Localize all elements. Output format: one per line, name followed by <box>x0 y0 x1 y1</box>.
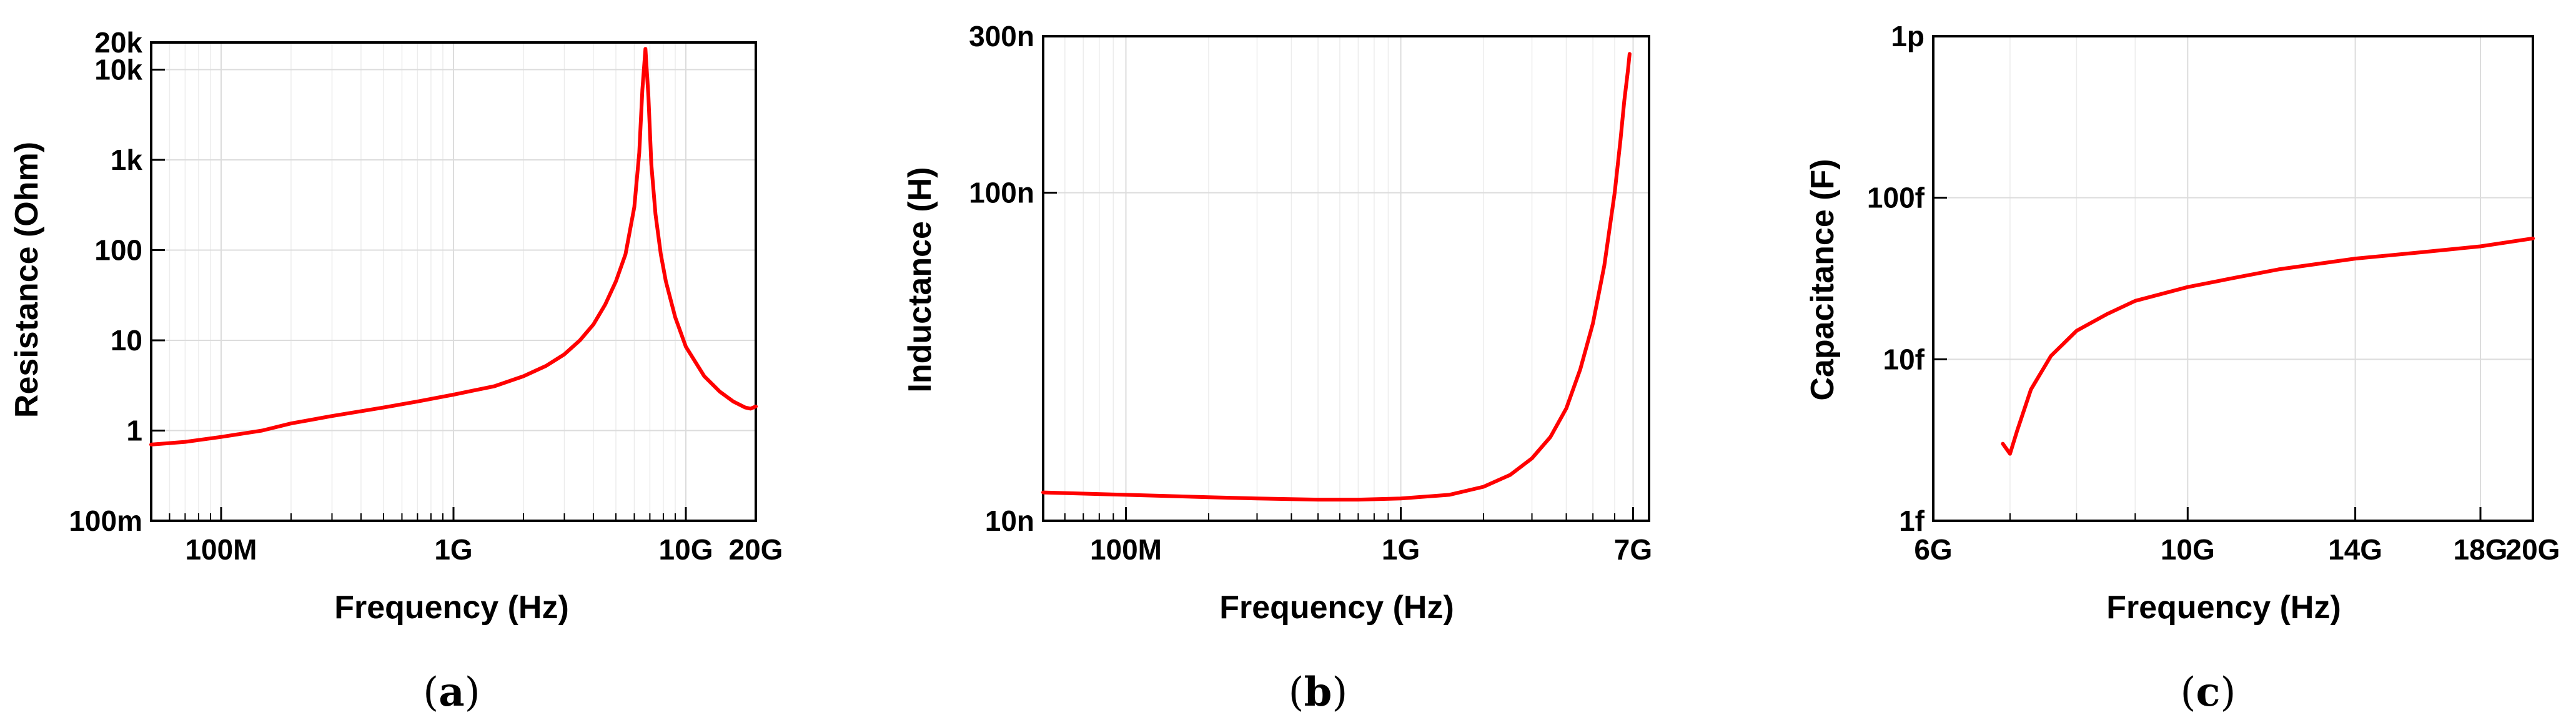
minor-grid <box>169 42 676 521</box>
panel-caption: (a) <box>423 669 480 716</box>
chart-panel-a: Frequency (Hz) Resistance (Ohm) (a) 100M… <box>9 26 783 716</box>
chart-panel-b: Frequency (Hz) Inductance (H) (b) 100M 1G… <box>902 20 1652 716</box>
x-tick-label: 1G <box>434 533 472 566</box>
y-tick-label: 100f <box>1867 182 1925 214</box>
x-tick-label: 10G <box>2161 533 2215 566</box>
x-tick-label: 18G <box>2454 533 2508 566</box>
minor-grid <box>1064 36 1634 521</box>
x-axis-label: Frequency (Hz) <box>2106 589 2341 626</box>
x-tick-label: 1G <box>1382 533 1420 566</box>
x-tick-label: 100M <box>1090 533 1162 566</box>
y-tick-label: 10 <box>111 324 142 357</box>
x-tick-label: 7G <box>1614 533 1652 566</box>
y-tick-label: 1f <box>1899 505 1925 537</box>
x-tick-label: 100M <box>185 533 257 566</box>
y-tick-label: 100 <box>94 234 142 266</box>
y-axis-label: Capacitance (F) <box>1805 159 1841 400</box>
x-tick-label: 14G <box>2328 533 2382 566</box>
x-tick-label: 10G <box>659 533 713 566</box>
panel-caption: (c) <box>2181 669 2236 716</box>
plot-area <box>1932 35 2535 522</box>
plot-frame <box>150 41 757 522</box>
chart-panel-c: Frequency (Hz) Capacitance (F) (c) 6G 10G… <box>1805 20 2560 716</box>
series-line <box>1041 52 1632 502</box>
x-tick-label: 20G <box>2506 533 2560 566</box>
panel-caption: (b) <box>1289 669 1348 716</box>
y-tick-label: 10n <box>985 505 1034 537</box>
plot-frame <box>1042 35 1650 522</box>
x-axis-label: Frequency (Hz) <box>334 589 569 626</box>
y-tick-label: 300n <box>969 20 1034 52</box>
y-tick-label: 100n <box>969 177 1034 209</box>
y-axis-label: Inductance (H) <box>902 167 938 392</box>
plot-frame <box>1932 35 2534 522</box>
x-axis-label: Frequency (Hz) <box>1219 589 1454 626</box>
y-tick-label: 20k <box>94 26 142 59</box>
plot-area <box>1041 35 1650 522</box>
y-tick-label: 1p <box>1891 20 1925 52</box>
minor-grid <box>2009 36 2136 521</box>
y-axis-label: Resistance (Ohm) <box>9 142 45 418</box>
x-tick-label: 20G <box>729 533 783 566</box>
y-tick-label: 10f <box>1883 343 1925 375</box>
x-tick-label: 6G <box>1914 533 1952 566</box>
y-tick-label: 1 <box>126 414 142 446</box>
y-tick-label: 100m <box>69 505 142 537</box>
series-line <box>149 47 758 446</box>
y-tick-label: 1k <box>111 144 143 176</box>
series-line <box>2001 236 2535 456</box>
y-tick-label: 10k <box>94 53 142 86</box>
plot-area <box>149 41 758 522</box>
